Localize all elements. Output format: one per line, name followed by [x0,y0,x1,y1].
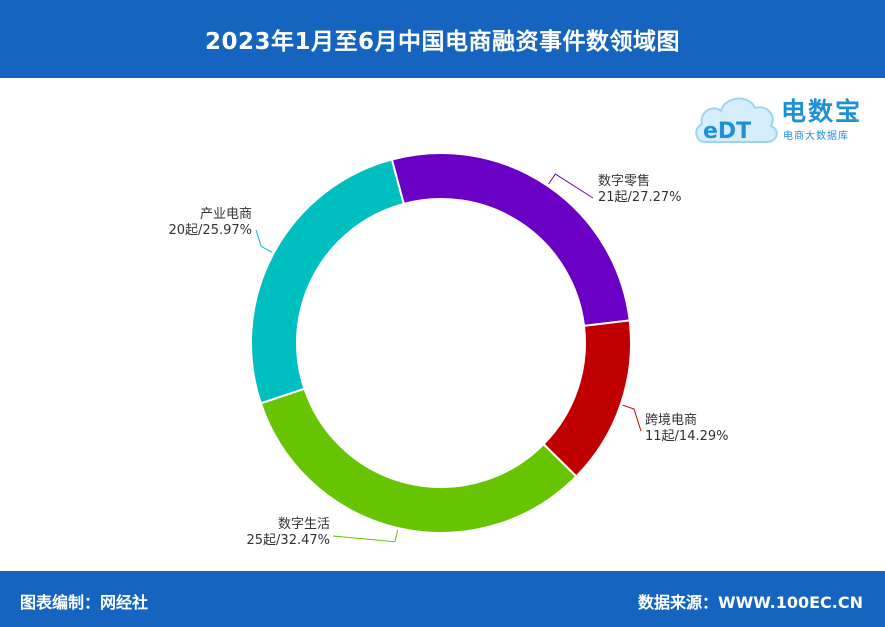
edt-logo: eDT 电数宝 电商大数据库 [693,84,878,152]
slice-label: 跨境电商 [645,413,697,428]
slice-value-label: 21起/27.27% [598,190,682,205]
logo-mark: eDT [703,119,751,144]
logo-subtitle: 电商大数据库 [783,131,849,142]
slice-value-label: 20起/25.97% [169,223,253,238]
chart-footer: 图表编制：网经社 数据来源：WWW.100EC.CN [0,571,885,627]
pie-slice [259,387,578,534]
logo-name: 电数宝 [781,97,863,126]
pie-slice [390,152,631,328]
leader-line [548,173,594,199]
pie-slice [542,319,632,478]
slice-label: 数字生活 [278,517,330,532]
slice-label: 产业电商 [200,207,252,222]
leader-line [255,229,273,253]
footer-credit: 图表编制：网经社 [20,593,149,612]
leader-line [622,404,642,432]
cloud-logo-icon: eDT [695,97,778,144]
leader-line [332,529,399,543]
slice-value-label: 11起/14.29% [645,429,729,444]
footer-source: 数据来源：WWW.100EC.CN [637,593,863,612]
chart-header: 2023年1月至6月中国电商融资事件数领域图 [0,0,885,78]
chart-title: 2023年1月至6月中国电商融资事件数领域图 [204,29,681,55]
pie-slice [250,158,405,405]
slice-label: 数字零售 [598,173,650,189]
slice-value-label: 25起/32.47% [247,533,331,548]
